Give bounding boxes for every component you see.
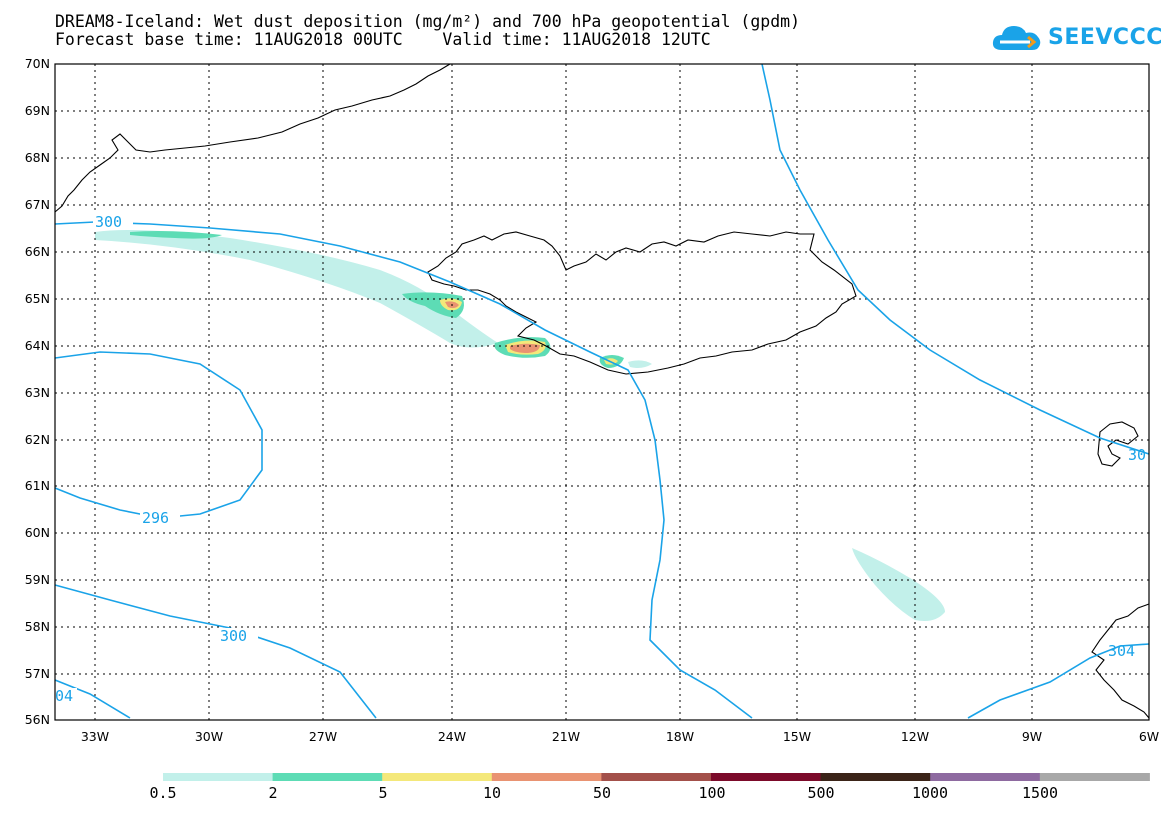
lat-label: 67N <box>25 197 50 212</box>
lon-label: 27W <box>309 729 337 744</box>
lat-label: 65N <box>25 291 50 306</box>
colorbar-swatch <box>601 773 712 781</box>
logo-text: SEEVCCC <box>1048 24 1163 50</box>
map-title-line1: DREAM8-Iceland: Wet dust deposition (mg/… <box>55 12 801 31</box>
colorbar-label: 100 <box>698 784 725 802</box>
lon-label: 9W <box>1022 729 1042 744</box>
lat-label: 70N <box>25 56 50 71</box>
colorbar: 0.5 2 5 10 50 100 500 1000 1500 <box>149 773 1150 802</box>
lat-label: 61N <box>25 478 50 493</box>
dust-deposition-field <box>95 230 945 621</box>
lon-label: 18W <box>666 729 694 744</box>
colorbar-label: 0.5 <box>149 784 176 802</box>
coastlines <box>54 63 1150 719</box>
greenland-coast <box>54 63 451 213</box>
colorbar-label: 1000 <box>912 784 948 802</box>
scotland-coast <box>1091 603 1150 719</box>
lon-label: 30W <box>195 729 223 744</box>
contour-label-300-south: 300 <box>220 627 247 645</box>
contour-label-304-east: 304 <box>1108 642 1135 660</box>
contour-label-300-north: 300 <box>95 213 122 231</box>
contour-label-296: 296 <box>142 509 169 527</box>
lon-label: 6W <box>1139 729 1159 744</box>
contour-300-north <box>54 221 753 719</box>
colorbar-swatch <box>272 773 383 781</box>
colorbar-label: 1500 <box>1022 784 1058 802</box>
lat-label: 56N <box>25 712 50 727</box>
colorbar-swatch <box>163 773 274 781</box>
lat-label: 57N <box>25 666 50 681</box>
contour-300-east <box>761 63 1150 455</box>
lon-label: 12W <box>901 729 929 744</box>
colorbar-swatch <box>820 773 931 781</box>
colorbar-label: 500 <box>807 784 834 802</box>
map-gridlines <box>55 64 1149 720</box>
cloud-icon <box>992 26 1041 50</box>
iceland-coast <box>427 231 857 375</box>
lon-label: 21W <box>552 729 580 744</box>
colorbar-label: 2 <box>268 784 277 802</box>
lat-label: 69N <box>25 103 50 118</box>
contour-304-east <box>967 643 1150 719</box>
colorbar-label: 50 <box>593 784 611 802</box>
lon-label: 33W <box>81 729 109 744</box>
colorbar-swatch <box>711 773 822 781</box>
contour-label-304-west: 04 <box>55 687 73 705</box>
colorbar-swatches <box>163 773 1150 781</box>
geopotential-contours <box>54 63 1150 719</box>
map-frame <box>54 63 1150 721</box>
lon-label: 15W <box>783 729 811 744</box>
lat-label: 59N <box>25 572 50 587</box>
contour-label-300-east: 30 <box>1128 446 1146 464</box>
lat-label: 64N <box>25 338 50 353</box>
longitude-labels: 33W 30W 27W 24W 21W 18W 15W 12W 9W 6W <box>81 729 1159 744</box>
contour-labels: 300 296 300 04 30 304 <box>55 213 1146 705</box>
seevccc-logo: SEEVCCC <box>990 20 1163 54</box>
colorbar-label: 10 <box>483 784 501 802</box>
lat-label: 60N <box>25 525 50 540</box>
lat-label: 62N <box>25 432 50 447</box>
lat-label: 68N <box>25 150 50 165</box>
map-title-line2: Forecast base time: 11AUG2018 00UTC Vali… <box>55 30 711 49</box>
colorbar-swatch <box>1039 773 1150 781</box>
faroe-islands <box>1097 421 1139 467</box>
lat-label: 58N <box>25 619 50 634</box>
colorbar-swatch <box>382 773 493 781</box>
lat-label: 63N <box>25 385 50 400</box>
colorbar-label: 5 <box>378 784 387 802</box>
lat-label: 66N <box>25 244 50 259</box>
lon-label: 24W <box>438 729 466 744</box>
contour-300-south <box>54 584 377 719</box>
colorbar-swatch <box>491 773 602 781</box>
contour-304 <box>54 679 131 719</box>
contour-296 <box>54 351 263 519</box>
colorbar-swatch <box>930 773 1041 781</box>
latitude-labels: 70N 69N 68N 67N 66N 65N 64N 63N 62N 61N … <box>25 56 50 727</box>
